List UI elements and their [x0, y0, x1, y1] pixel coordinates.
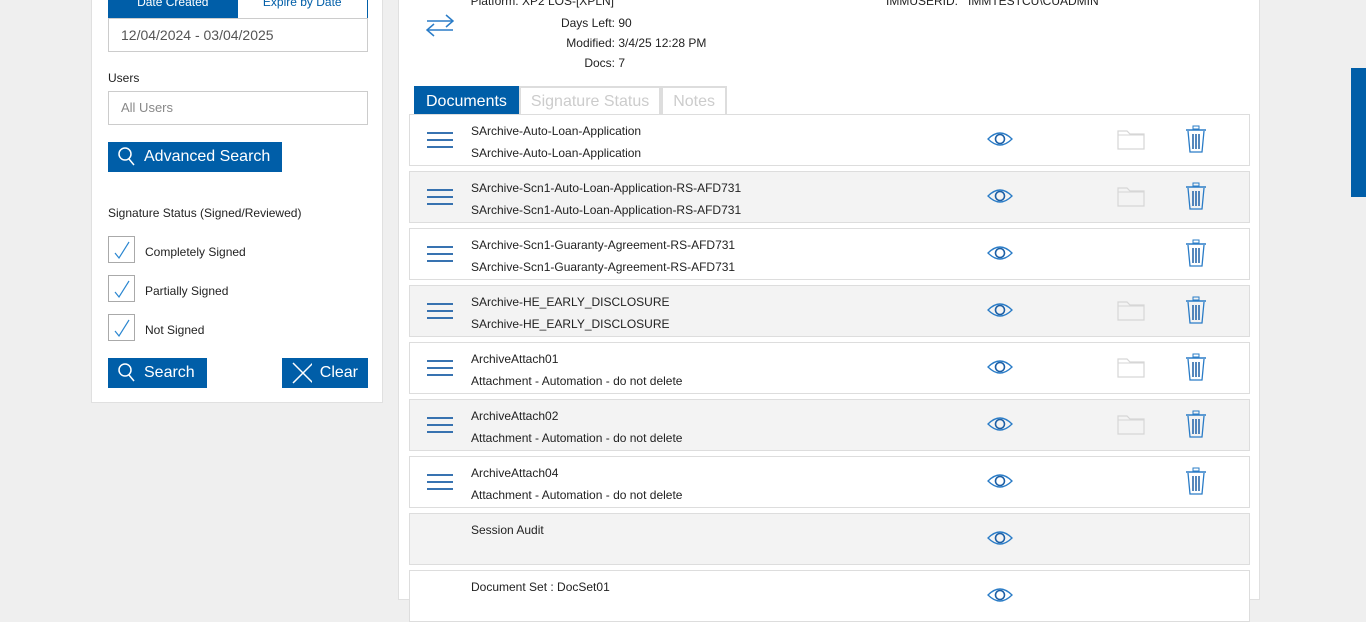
document-title: Document Set : DocSet01: [471, 580, 610, 594]
drag-menu-icon[interactable]: [427, 131, 453, 152]
view-eye-icon[interactable]: [987, 473, 1013, 492]
document-title: ArchiveAttach01: [471, 352, 559, 366]
folder-icon[interactable]: [1117, 299, 1145, 324]
completely-signed-checkbox[interactable]: [108, 236, 135, 263]
trash-icon[interactable]: [1185, 182, 1207, 213]
document-row[interactable]: Session Audit: [409, 513, 1250, 565]
docs-label: Docs:: [584, 56, 615, 70]
platform-label: Platform:: [470, 0, 519, 8]
check-icon: [114, 319, 130, 337]
signature-status-label: Signature Status (Signed/Reviewed): [108, 206, 302, 220]
document-subtitle: Attachment - Automation - do not delete: [471, 374, 683, 388]
userid-value: IMMTESTCU\CUADMIN: [968, 0, 1099, 8]
userid: IMMUSERID: IMMTESTCU\CUADMIN: [886, 0, 1099, 8]
check-icon: [114, 241, 130, 259]
document-title: ArchiveAttach04: [471, 466, 559, 480]
trash-icon[interactable]: [1185, 296, 1207, 327]
document-subtitle: Attachment - Automation - do not delete: [471, 488, 683, 502]
document-row[interactable]: SArchive-Scn1-Auto-Loan-Application-RS-A…: [409, 171, 1250, 223]
document-subtitle: SArchive-Scn1-Auto-Loan-Application-RS-A…: [471, 203, 742, 217]
drag-menu-icon[interactable]: [427, 416, 453, 437]
document-row[interactable]: ArchiveAttach04 Attachment - Automation -…: [409, 456, 1250, 508]
drag-menu-icon[interactable]: [427, 473, 453, 494]
days-left-label: Days Left:: [560, 16, 615, 30]
partially-signed-checkbox[interactable]: [108, 275, 135, 302]
view-eye-icon[interactable]: [987, 188, 1013, 207]
document-subtitle: SArchive-HE_EARLY_DISCLOSURE: [471, 317, 670, 331]
document-subtitle: SArchive-Auto-Loan-Application: [471, 146, 642, 160]
users-label: Users: [108, 71, 140, 85]
tab-expire-by-date[interactable]: Expire by Date: [237, 0, 368, 19]
docs-value: 7: [618, 56, 626, 70]
document-row[interactable]: Document Set : DocSet01: [409, 570, 1250, 622]
drag-menu-icon[interactable]: [427, 245, 453, 266]
folder-icon[interactable]: [1117, 413, 1145, 438]
advanced-search-label: Advanced Search: [144, 148, 271, 165]
folder-icon[interactable]: [1117, 128, 1145, 153]
trash-icon[interactable]: [1185, 125, 1207, 156]
not-signed-label: Not Signed: [145, 323, 205, 337]
drag-menu-icon[interactable]: [427, 188, 453, 209]
document-title: Session Audit: [471, 523, 544, 537]
check-icon: [114, 280, 130, 298]
trash-icon[interactable]: [1185, 239, 1207, 270]
userid-label: IMMUSERID:: [886, 0, 958, 8]
tab-date-created[interactable]: Date Created: [108, 0, 238, 19]
clear-button[interactable]: Clear: [282, 358, 368, 388]
drag-menu-icon[interactable]: [427, 302, 453, 323]
search-icon: [118, 147, 135, 166]
clear-label: Clear: [319, 364, 358, 381]
tab-notes[interactable]: Notes: [661, 86, 728, 114]
swap-icon[interactable]: [426, 13, 454, 37]
document-row[interactable]: ArchiveAttach01 Attachment - Automation -…: [409, 342, 1250, 394]
filter-panel: Date Created Expire by Date 12/04/2024 -…: [91, 0, 383, 403]
view-eye-icon[interactable]: [987, 302, 1013, 321]
advanced-search-button[interactable]: Advanced Search: [108, 142, 282, 172]
completely-signed-label: Completely Signed: [145, 245, 246, 259]
modified-value: 3/4/25 12:28 PM: [618, 36, 707, 50]
view-eye-icon[interactable]: [987, 359, 1013, 378]
trash-icon[interactable]: [1185, 467, 1207, 498]
document-tabs: Documents Signature Status Notes: [414, 86, 728, 114]
folder-icon[interactable]: [1117, 185, 1145, 210]
tab-signature-status[interactable]: Signature Status: [518, 86, 662, 114]
side-panel-toggle[interactable]: [1351, 68, 1366, 197]
close-icon: [292, 362, 312, 384]
document-title: SArchive-HE_EARLY_DISCLOSURE: [471, 295, 670, 309]
days-left-value: 90: [618, 16, 632, 30]
package-meta: Days Left: 90 Modified: 3/4/25 12:28 PM …: [540, 13, 706, 73]
search-label: Search: [144, 364, 195, 381]
document-row[interactable]: SArchive-Auto-Loan-Application SArchive-A…: [409, 114, 1250, 166]
trash-icon[interactable]: [1185, 410, 1207, 441]
date-type-tabs: Date Created Expire by Date: [108, 0, 368, 19]
document-title: SArchive-Scn1-Auto-Loan-Application-RS-A…: [471, 181, 742, 195]
not-signed-checkbox[interactable]: [108, 314, 135, 341]
search-button[interactable]: Search: [108, 358, 207, 388]
modified-label: Modified:: [566, 36, 615, 50]
platform-value: XP2 LOS-[XPLN]: [521, 0, 614, 8]
drag-menu-icon[interactable]: [427, 359, 453, 380]
document-row[interactable]: ArchiveAttach02 Attachment - Automation -…: [409, 399, 1250, 451]
tab-documents[interactable]: Documents: [414, 86, 519, 114]
document-row[interactable]: SArchive-Scn1-Guaranty-Agreement-RS-AFD7…: [409, 228, 1250, 280]
view-eye-icon[interactable]: [987, 131, 1013, 150]
document-subtitle: SArchive-Scn1-Guaranty-Agreement-RS-AFD7…: [471, 260, 736, 274]
view-eye-icon[interactable]: [987, 587, 1013, 606]
partially-signed-label: Partially Signed: [145, 284, 229, 298]
search-icon: [118, 363, 135, 382]
document-title: ArchiveAttach02: [471, 409, 559, 423]
document-row[interactable]: SArchive-HE_EARLY_DISCLOSURE SArchive-HE_…: [409, 285, 1250, 337]
document-title: SArchive-Scn1-Guaranty-Agreement-RS-AFD7…: [471, 238, 736, 252]
document-subtitle: Attachment - Automation - do not delete: [471, 431, 683, 445]
view-eye-icon[interactable]: [987, 530, 1013, 549]
trash-icon[interactable]: [1185, 353, 1207, 384]
folder-icon[interactable]: [1117, 356, 1145, 381]
document-title: SArchive-Auto-Loan-Application: [471, 124, 642, 138]
view-eye-icon[interactable]: [987, 245, 1013, 264]
date-range-input[interactable]: 12/04/2024 - 03/04/2025: [108, 18, 368, 52]
users-input[interactable]: All Users: [108, 91, 368, 125]
view-eye-icon[interactable]: [987, 416, 1013, 435]
